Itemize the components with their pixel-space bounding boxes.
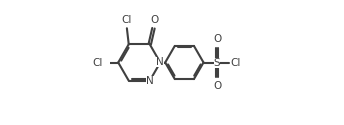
Text: Cl: Cl: [121, 14, 131, 24]
Text: Cl: Cl: [93, 58, 103, 68]
Text: N: N: [146, 76, 154, 86]
Text: O: O: [151, 15, 159, 25]
Text: O: O: [213, 34, 221, 44]
Text: S: S: [214, 58, 221, 68]
Text: O: O: [213, 81, 221, 91]
Text: Cl: Cl: [230, 58, 241, 68]
Text: N: N: [157, 57, 164, 67]
